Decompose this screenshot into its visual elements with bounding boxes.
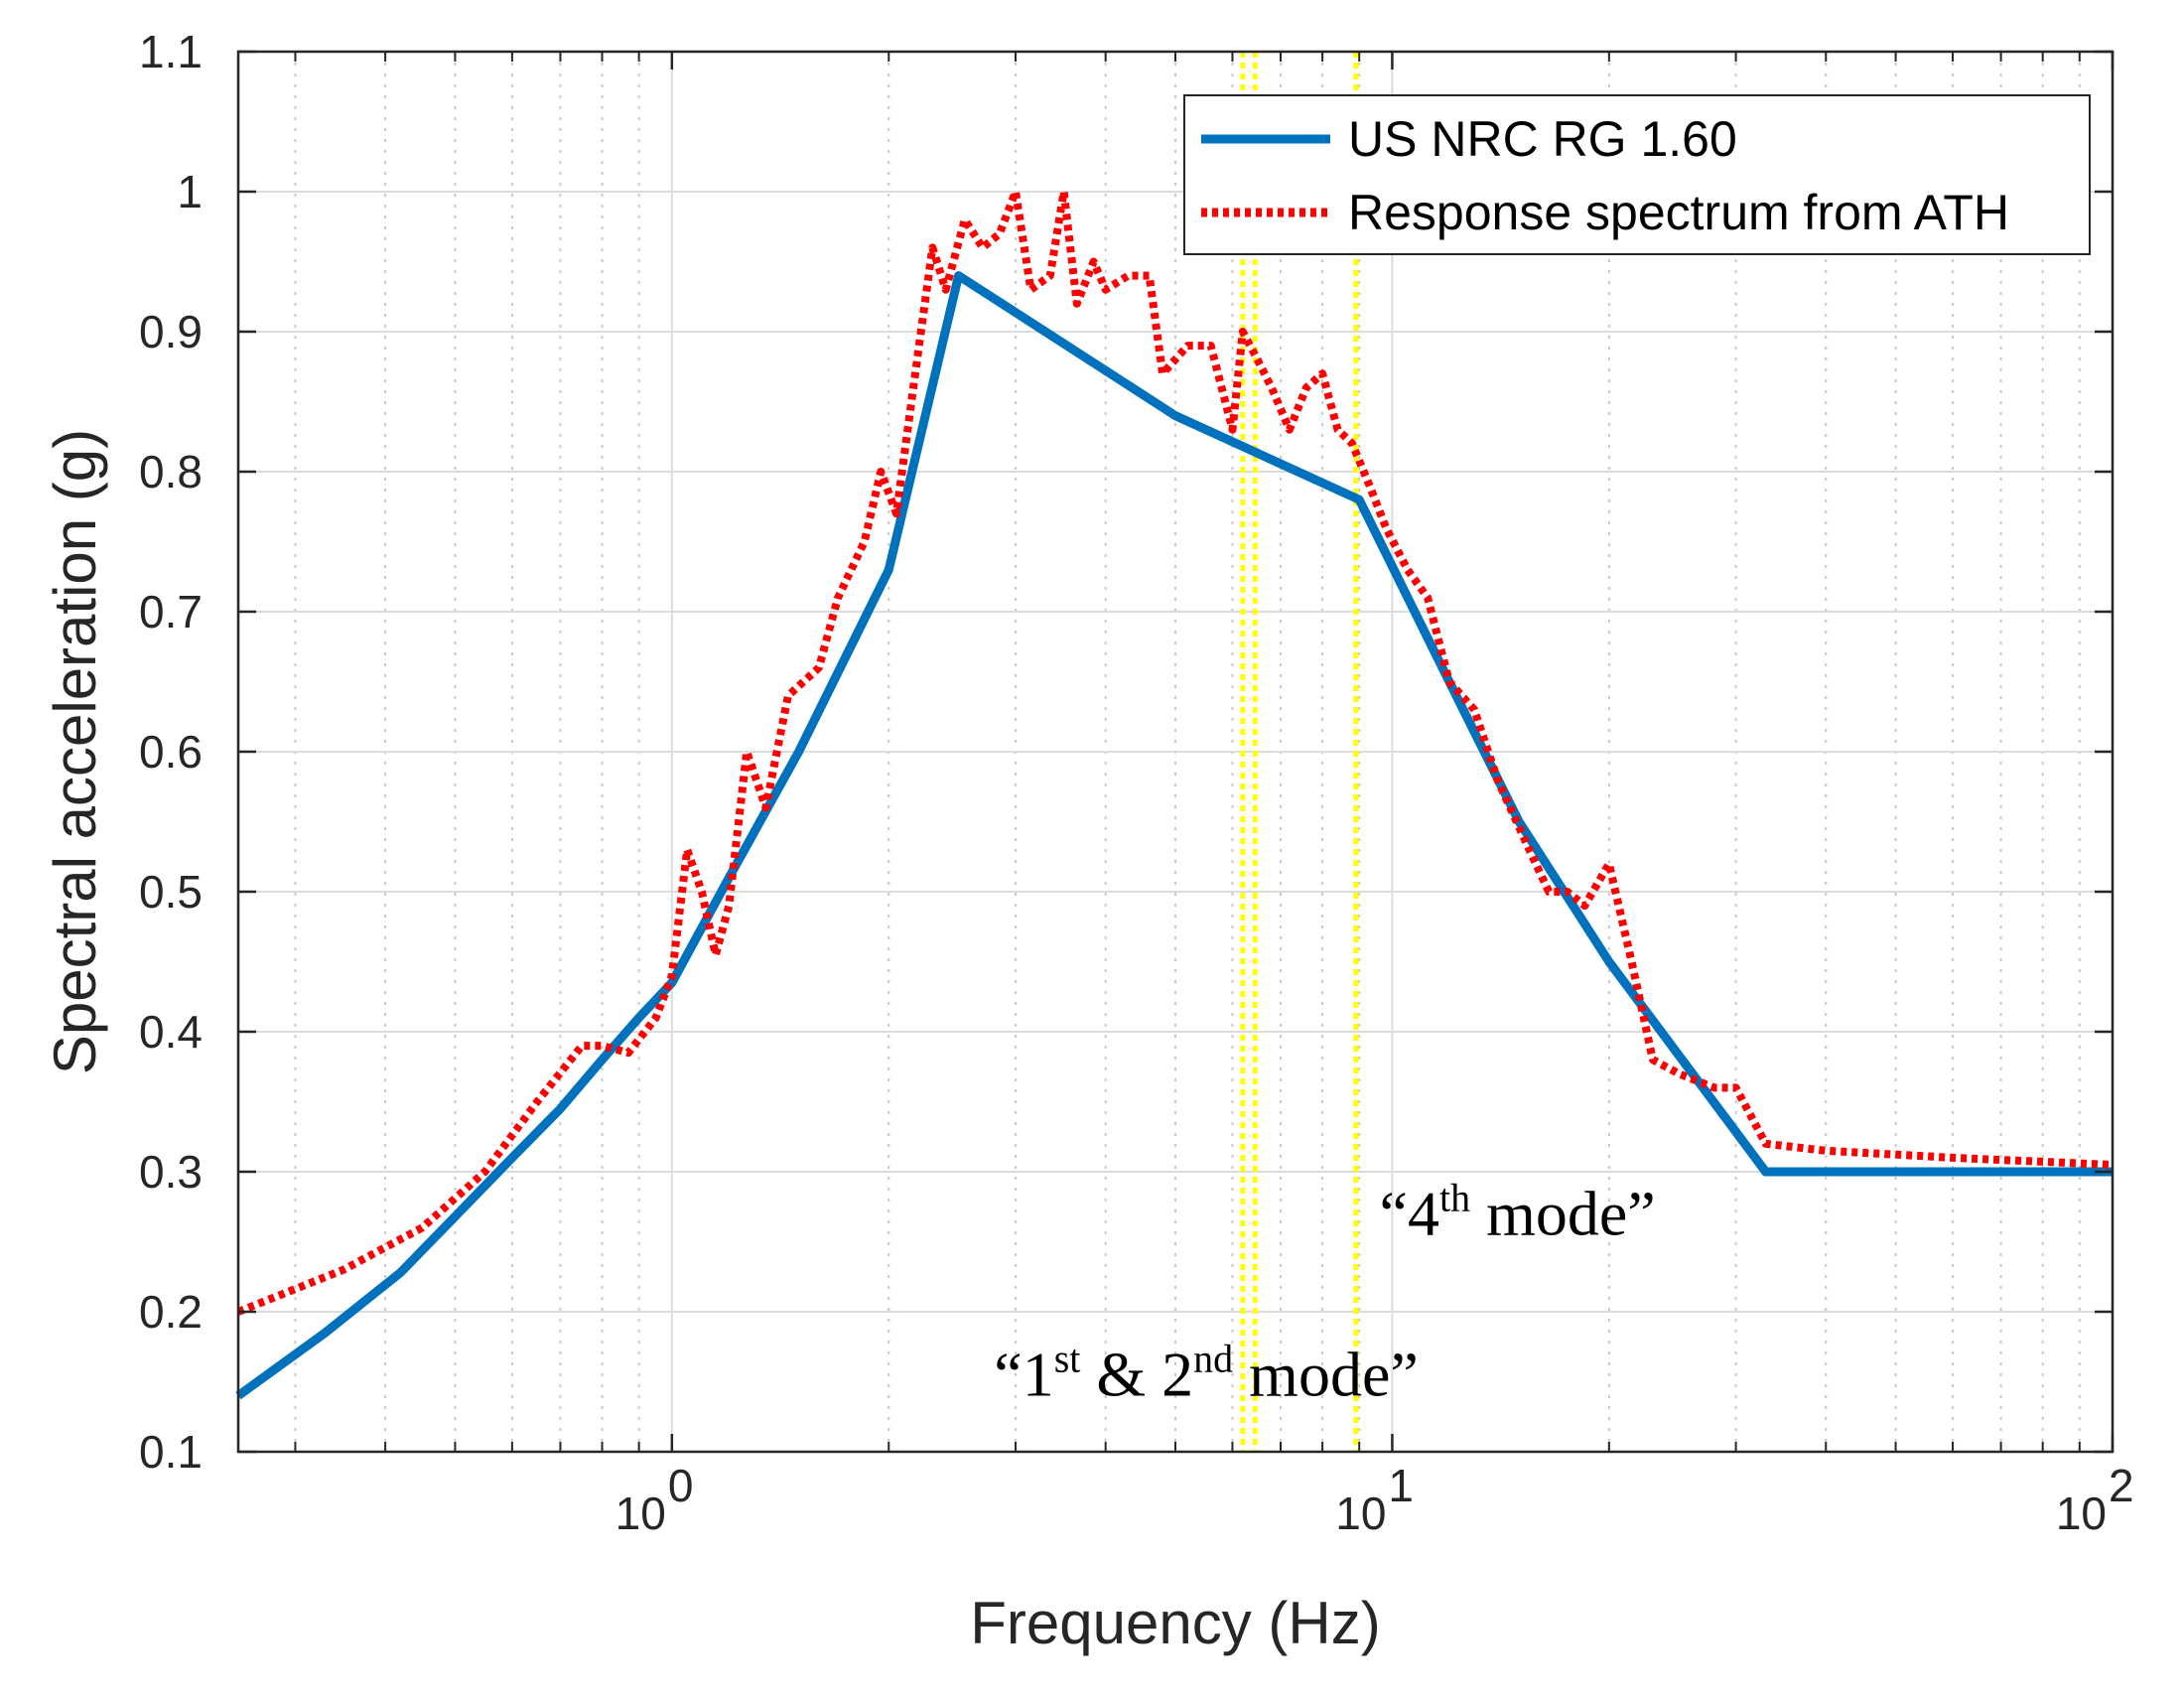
annotation-mode-4: “4th mode” bbox=[1380, 1175, 1656, 1248]
y-tick-label: 0.4 bbox=[139, 1006, 203, 1058]
ticks bbox=[238, 50, 2115, 1454]
annotation-modes-1-2: “1st & 2nd mode” bbox=[994, 1337, 1418, 1410]
legend-label-us-nrc: US NRC RG 1.60 bbox=[1348, 111, 1737, 167]
y-tick-label: 0.8 bbox=[139, 446, 203, 497]
x-tick-base: 10 bbox=[2056, 1488, 2107, 1539]
x-tick-label-10-0: 100 bbox=[615, 1460, 694, 1539]
legend: US NRC RG 1.60 Response spectrum from AT… bbox=[1183, 94, 2091, 255]
x-tick-label-10-2: 102 bbox=[2056, 1460, 2134, 1539]
x-tick-base: 10 bbox=[615, 1488, 666, 1539]
annotation-text-part: & 2 bbox=[1080, 1340, 1193, 1410]
y-tick-label: 0.9 bbox=[139, 306, 203, 357]
mode-lines bbox=[1240, 52, 1359, 1452]
annotation-superscript: st bbox=[1054, 1337, 1081, 1381]
y-tick-label: 0.1 bbox=[139, 1426, 203, 1478]
x-tick-exponent: 2 bbox=[2109, 1460, 2134, 1511]
annotation-text-part: “4 bbox=[1380, 1178, 1439, 1248]
grid bbox=[238, 52, 2113, 1452]
x-tick-label-10-1: 101 bbox=[1335, 1460, 1414, 1539]
series bbox=[235, 188, 2114, 1400]
series-line-response-spectrum-ath bbox=[236, 188, 2114, 1316]
y-tick-label: 0.5 bbox=[139, 866, 203, 918]
annotation-text-part: “1 bbox=[994, 1340, 1053, 1410]
x-axis-title: Frequency (Hz) bbox=[970, 1590, 1380, 1656]
y-tick-label: 0.6 bbox=[139, 726, 203, 778]
x-tick-exponent: 1 bbox=[1388, 1460, 1414, 1511]
y-axis-title: Spectral acceleration (g) bbox=[42, 429, 108, 1074]
legend-label-ath: Response spectrum from ATH bbox=[1348, 185, 2009, 240]
x-tick-exponent: 0 bbox=[668, 1460, 694, 1511]
y-tick-label: 0.2 bbox=[139, 1286, 203, 1338]
annotation-text-part: mode” bbox=[1233, 1340, 1419, 1410]
y-tick-label: 1.1 bbox=[139, 26, 203, 77]
y-tick-label: 0.3 bbox=[139, 1146, 203, 1198]
annotation-superscript: nd bbox=[1193, 1337, 1233, 1381]
annotation-text-part: mode” bbox=[1470, 1178, 1656, 1248]
y-tick-label: 0.7 bbox=[139, 586, 203, 638]
annotation-superscript: th bbox=[1439, 1175, 1470, 1219]
y-tick-label: 1 bbox=[177, 166, 203, 217]
legend-box bbox=[1183, 94, 2091, 255]
annotations: “1st & 2nd mode”“4th mode” bbox=[994, 1175, 1655, 1409]
x-tick-base: 10 bbox=[1335, 1488, 1386, 1539]
